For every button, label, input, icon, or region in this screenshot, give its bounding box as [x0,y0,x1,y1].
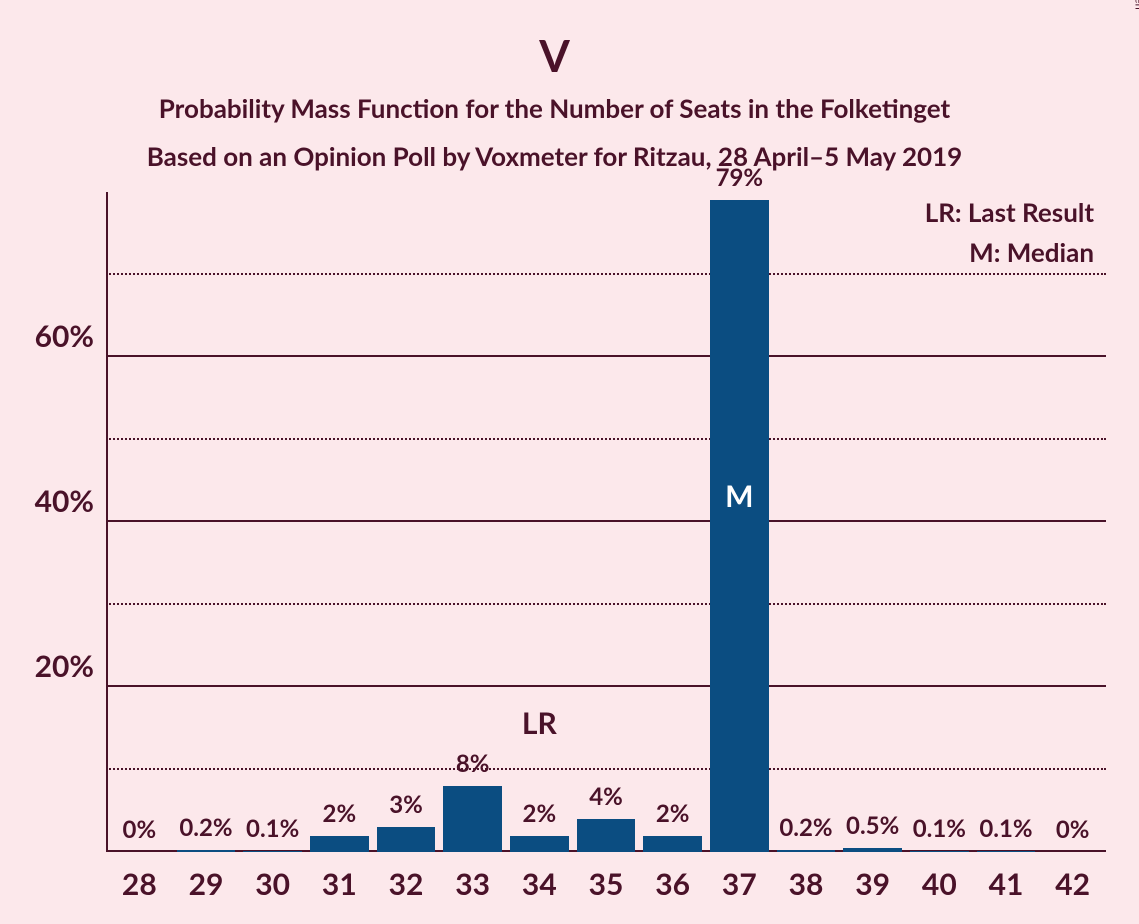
bar-slot: 0.1%30 [239,192,306,852]
bar-value-label: 0% [1019,815,1126,844]
bar [977,851,1036,852]
bar-slot: 0.1%40 [906,192,973,852]
bar [243,851,302,852]
bar-slot: 0%28 [106,192,173,852]
y-tick-label: 20% [0,648,94,684]
bar-slot: 0.1%41 [973,192,1040,852]
chart-title-main: V [0,30,1109,82]
y-tick-label: 60% [0,318,94,354]
bar-value-label: 79% [686,163,793,192]
bar [777,850,836,852]
bar-slot: 0.2%38 [773,192,840,852]
bar-slot: 8%33 [439,192,506,852]
bar-slot: 79%37 [706,192,773,852]
bar-slot: 2%31 [306,192,373,852]
bar [643,836,702,853]
bar-slot: 4%35 [573,192,640,852]
bar [510,836,569,853]
y-tick-label: 40% [0,483,94,519]
copyright-notice: © 2019 Filip van Laenen [1133,0,1139,10]
chart-plot-area: 20%40%60% 0%280.2%290.1%302%313%328%332%… [106,192,1106,852]
annotation-last-result: LR [522,705,557,741]
bar [710,200,769,852]
bar-slot: 0%42 [1039,192,1106,852]
chart-subtitle-1: Probability Mass Function for the Number… [0,92,1109,124]
bar-slot: 2%36 [639,192,706,852]
bar [843,848,902,852]
bar-slot: 0.2%29 [173,192,240,852]
bar-slot: 0.5%39 [839,192,906,852]
bar-slot: 2%34 [506,192,573,852]
bar [310,836,369,853]
legend-median: M: Median [969,236,1094,268]
bar [177,850,236,852]
bar [377,827,436,852]
bar [910,851,969,852]
annotation-median: M [725,478,753,514]
legend-last-result: LR: Last Result [925,196,1094,228]
bars-container: 0%280.2%290.1%302%313%328%332%344%352%36… [106,192,1106,852]
chart-subtitle-2: Based on an Opinion Poll by Voxmeter for… [0,140,1109,172]
x-tick-label: 42 [1026,866,1119,902]
